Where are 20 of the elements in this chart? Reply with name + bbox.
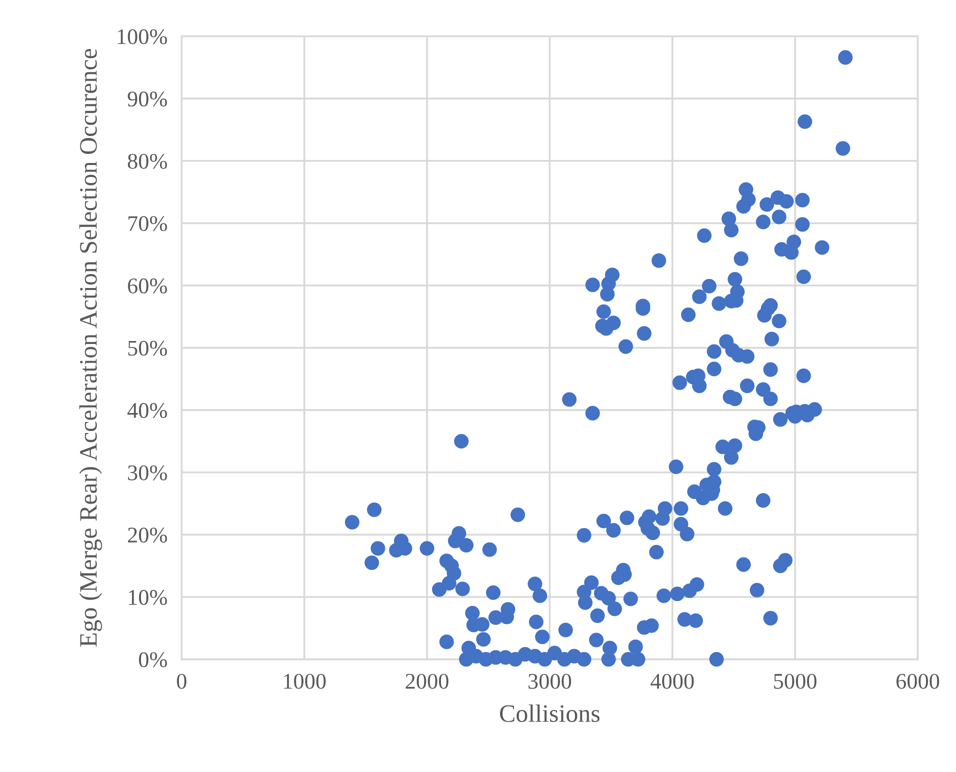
y-tick-label: 30% — [128, 465, 167, 480]
y-tick-label: 70% — [128, 216, 167, 232]
y-axis-title: Ego (Merge Rear) Acceleration Action Selection Occurence — [79, 49, 102, 647]
x-axis-title: Collisions — [500, 704, 600, 722]
y-tick-label: 50% — [128, 340, 167, 356]
y-tick-label: 10% — [128, 590, 167, 605]
y-tick-label: 0% — [138, 652, 167, 668]
y-tick-label: 20% — [128, 528, 167, 543]
y-tick-label: 60% — [128, 278, 167, 294]
x-tick-label: 4000 — [650, 674, 694, 689]
x-tick-label: 3000 — [528, 674, 572, 689]
y-tick-label: 80% — [128, 154, 167, 169]
y-tick-label: 100% — [118, 29, 167, 44]
y-tick-label: 90% — [128, 92, 167, 107]
x-tick-label: 5000 — [774, 674, 816, 689]
x-tick-label: 6000 — [896, 674, 940, 689]
y-tick-label: 40% — [127, 403, 167, 418]
x-tick-label: 0 — [176, 674, 186, 689]
x-tick-label: 1000 — [284, 674, 326, 689]
x-tick-label: 2000 — [406, 674, 448, 689]
